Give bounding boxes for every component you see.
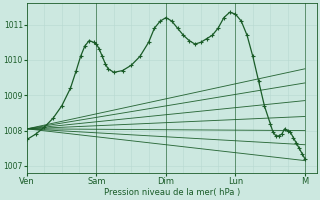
X-axis label: Pression niveau de la mer( hPa ): Pression niveau de la mer( hPa ) [104, 188, 240, 197]
